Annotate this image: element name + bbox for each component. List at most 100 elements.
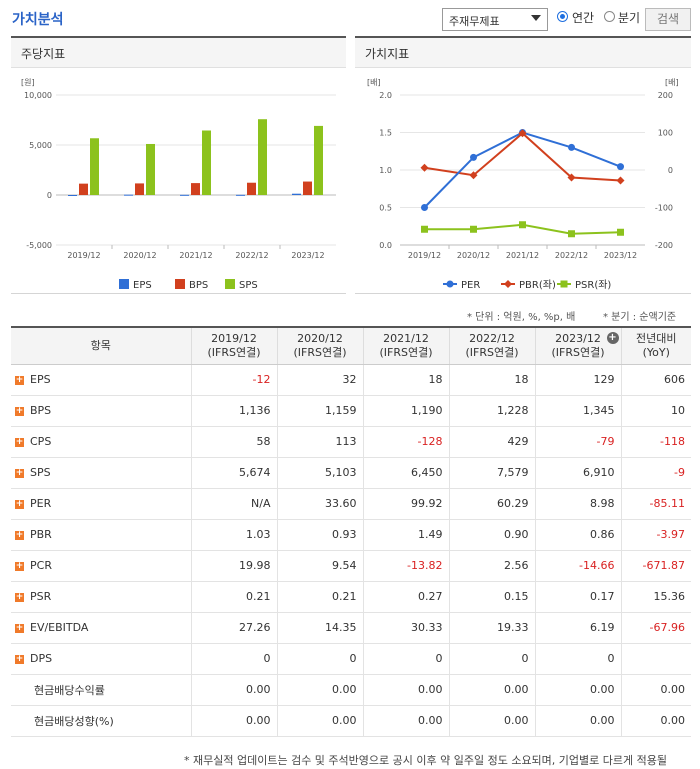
table-cell: 0.17 — [534, 581, 621, 613]
legend-swatch — [225, 279, 235, 289]
expand-columns-icon[interactable]: + — [606, 332, 619, 344]
column-header-subtitle: (IFRS연결) — [207, 345, 261, 359]
legend-label: BPS — [189, 280, 208, 291]
table-cell: 5,674 — [190, 457, 277, 489]
row-label-cell: + EPS — [11, 364, 191, 396]
row-label-cell: + SPS — [11, 457, 191, 489]
search-button[interactable]: 검색 — [645, 8, 691, 31]
table-row[interactable]: + BPS 1,136 1,159 1,190 1,228 1,345 10 — [11, 395, 691, 427]
table-cell: 9.54 — [276, 550, 363, 582]
table-body: + EPS -12 32 18 18 129 606 + BPS 1,136 1,159 1,190 1,… — [11, 364, 691, 737]
column-header-title: 2023/12 — [555, 331, 601, 345]
table-row[interactable]: + PBR 1.03 0.93 1.49 0.90 0.86 -3.97 — [11, 519, 691, 551]
table-cell: 0.00 — [190, 705, 277, 737]
table-row[interactable]: + PSR 0.21 0.21 0.27 0.15 0.17 15.36 — [11, 581, 691, 613]
radio-annual[interactable] — [557, 11, 568, 22]
table-row: 현금배당수익률 0.00 0.00 0.00 0.00 0.00 0.00 — [11, 674, 691, 706]
table-cell: -14.66 — [534, 550, 621, 582]
point-1 — [469, 171, 478, 180]
table-cell: -128 — [362, 426, 449, 458]
table-cell: -12 — [190, 364, 277, 396]
bar-eps — [236, 194, 245, 196]
expand-row-icon[interactable]: + — [15, 591, 24, 602]
row-label-cell: + PBR — [11, 519, 191, 551]
table-cell: -85.11 — [620, 488, 691, 520]
table-cell: 60.29 — [448, 488, 535, 520]
expand-row-icon[interactable]: + — [15, 529, 24, 540]
bar-bps — [247, 182, 256, 195]
expand-row-icon[interactable]: + — [15, 436, 24, 447]
y-tick-label-left: 1.5 — [379, 129, 392, 138]
table-cell: 129 — [534, 364, 621, 396]
expand-row-icon[interactable]: + — [15, 374, 24, 385]
table-cell: 58 — [190, 426, 277, 458]
x-tick-label: 2023/12 — [291, 251, 324, 260]
expand-row-icon[interactable]: + — [15, 467, 24, 478]
column-header: 2020/12 (IFRS연결) — [276, 326, 363, 365]
bar-sps — [90, 138, 99, 195]
y-tick-label: -5,000 — [26, 241, 52, 250]
expand-row-icon[interactable]: + — [15, 653, 24, 664]
table-cell: 30.33 — [362, 612, 449, 644]
x-tick-label: 2022/12 — [235, 251, 268, 260]
table-cell: 113 — [276, 426, 363, 458]
radio-annual-label[interactable]: 연간 — [572, 11, 595, 25]
column-header-title: 2019/12 — [211, 331, 257, 345]
column-header-subtitle: (IFRS연결) — [465, 345, 519, 359]
table-cell: 1,190 — [362, 395, 449, 427]
legend-label: PBR(좌) — [519, 279, 556, 291]
point-0 — [617, 163, 624, 171]
line-1 — [424, 131, 621, 182]
column-header-subtitle: (IFRS연결) — [379, 345, 433, 359]
table-cell: 0.15 — [448, 581, 535, 613]
legend-marker — [446, 280, 454, 288]
expand-row-icon[interactable]: + — [15, 498, 24, 509]
bar-bps — [79, 183, 88, 195]
table-cell: 33.60 — [276, 488, 363, 520]
page-title: 가치분석 — [12, 12, 64, 28]
point-2 — [617, 228, 624, 236]
radio-quarter-label[interactable]: 분기 — [618, 11, 641, 25]
radio-quarter[interactable] — [604, 11, 615, 22]
table-row[interactable]: + PCR 19.98 9.54 -13.82 2.56 -14.66 -671.87 — [11, 550, 691, 582]
x-tick-label: 2022/12 — [555, 251, 588, 260]
row-label: CPS — [30, 435, 52, 448]
y-tick-label-right: 0 — [668, 166, 673, 175]
table-cell: 0.00 — [276, 705, 363, 737]
y-tick-label-right: 200 — [658, 91, 673, 100]
legend-swatch — [175, 279, 185, 289]
column-header-title: 2021/12 — [383, 331, 429, 345]
bar-eps — [68, 195, 77, 196]
table-cell: 6.19 — [534, 612, 621, 644]
table-row[interactable]: + CPS 58 113 -128 429 -79 -118 — [11, 426, 691, 458]
table-cell: 429 — [448, 426, 535, 458]
table-cell: 5,103 — [276, 457, 363, 489]
table-row[interactable]: + EPS -12 32 18 18 129 606 — [11, 364, 691, 396]
table-cell: 0.21 — [276, 581, 363, 613]
row-label: BPS — [30, 404, 52, 417]
bar-bps — [191, 183, 200, 195]
statement-type-select[interactable]: 주재무제표 — [442, 8, 548, 31]
valuation-chart: [배] [배] 2.0 200 1.5 100 1.0 0 0.5 -100 0.0 -200 2019… — [367, 78, 679, 291]
table-cell: 0.00 — [448, 705, 535, 737]
table-row[interactable]: + EV/EBITDA 27.26 14.35 30.33 19.33 6.19 -67.96 — [11, 612, 691, 644]
point-2 — [519, 221, 526, 229]
expand-row-icon[interactable]: + — [15, 622, 24, 633]
table-row[interactable]: + PER N/A 33.60 99.92 60.29 8.98 -85.11 — [11, 488, 691, 520]
row-label: EV/EBITDA — [30, 621, 89, 634]
statement-type-value: 주재무제표 — [449, 15, 500, 28]
table-cell: 0.00 — [448, 674, 535, 706]
valuation-table: 항목 2019/12 (IFRS연결) 2020/12 (IFRS연결) 2021/12(… — [11, 326, 691, 737]
row-label-cell: + CPS — [11, 426, 191, 458]
table-row[interactable]: + DPS 0 0 0 0 0 — [11, 643, 691, 675]
y-tick-label-right: -100 — [655, 204, 673, 213]
table-row[interactable]: + SPS 5,674 5,103 6,450 7,579 6,910 -9 — [11, 457, 691, 489]
expand-row-icon[interactable]: + — [15, 405, 24, 416]
table-cell: 10 — [620, 395, 691, 427]
table-cell: 1.03 — [190, 519, 277, 551]
right-axis-unit: [배] — [665, 78, 679, 87]
legend-swatch — [119, 279, 129, 289]
expand-row-icon[interactable]: + — [15, 560, 24, 571]
line-per-start — [423, 156, 475, 209]
point-0 — [568, 143, 575, 151]
